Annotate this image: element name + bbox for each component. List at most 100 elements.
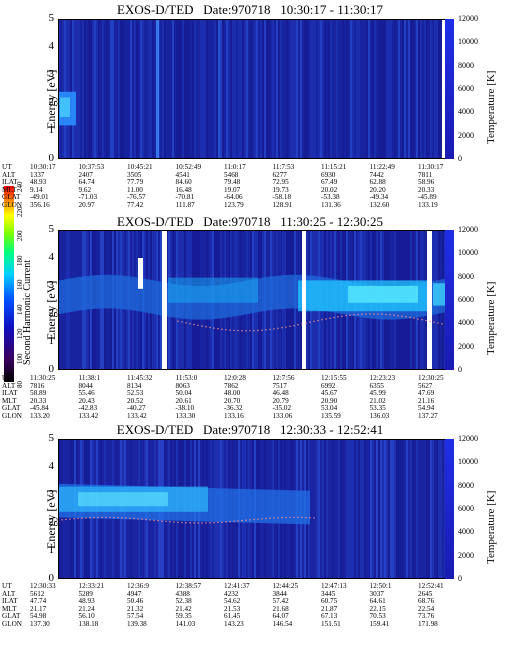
orbit-cell: -40.27 bbox=[127, 404, 146, 413]
spectrogram-3 bbox=[58, 439, 446, 579]
orbit-cell: 11:15:21 bbox=[321, 163, 347, 171]
orbit-cell: -49.01 bbox=[30, 193, 49, 202]
orbit-cell: 64.61 bbox=[369, 597, 386, 606]
orbit-cell: 12:33:21 bbox=[78, 582, 105, 590]
orbit-cell: 77.42 bbox=[127, 200, 144, 209]
orbit-cell: 20.70 bbox=[224, 396, 241, 405]
orbit-cell: 12:38:57 bbox=[175, 582, 202, 590]
orbit-cell: 4388 bbox=[175, 589, 190, 598]
orbit-cell: 22.54 bbox=[418, 604, 435, 613]
orbit-cell: 7442 bbox=[369, 170, 384, 179]
orbit-row-label: GLAT bbox=[2, 193, 21, 202]
orbit-cell: 58.96 bbox=[418, 178, 435, 187]
orbit-cell: 3445 bbox=[321, 589, 336, 598]
orbit-cell: 6277 bbox=[272, 170, 287, 179]
orbit-cell: 16.48 bbox=[175, 185, 192, 194]
orbit-cell: 10:45:21 bbox=[127, 163, 153, 171]
panel-3-title: EXOS-D/TED Date:970718 12:30:33 - 12:52:… bbox=[116, 422, 384, 437]
orbit-cell: 139.38 bbox=[127, 619, 147, 628]
orbit-row-label: MLT bbox=[2, 185, 17, 194]
orbit-cell: 48.93 bbox=[30, 178, 47, 187]
orbit-cell: 50.04 bbox=[175, 389, 192, 398]
temperature-tick-label: 8000 bbox=[458, 60, 474, 70]
orbit-cell: 3844 bbox=[272, 589, 287, 598]
y-axis-label: Energy [eV] bbox=[44, 69, 58, 129]
panel-1-title: EXOS-D/TED Date:970718 10:30:17 - 11:30:… bbox=[117, 2, 383, 17]
orbit-cell: 70.53 bbox=[369, 612, 386, 621]
orbit-cell: 159.41 bbox=[369, 619, 390, 628]
y-tick-label: 5 bbox=[48, 432, 55, 444]
orbit-cell: 47.69 bbox=[418, 389, 435, 398]
orbit-cell: 19.07 bbox=[224, 185, 241, 194]
orbit-cell: 11:0:17 bbox=[224, 163, 246, 171]
orbit-cell: 58.89 bbox=[30, 389, 47, 398]
orbit-cell: 21.02 bbox=[369, 396, 386, 405]
y-tick-label: 4 bbox=[48, 460, 55, 472]
energy-band-core bbox=[78, 492, 168, 507]
orbit-cell: 56.10 bbox=[78, 612, 95, 621]
orbit-cell: 21.42 bbox=[175, 604, 192, 613]
orbit-cell: 8134 bbox=[127, 381, 142, 390]
y-tick-label: 0 bbox=[48, 363, 55, 375]
orbit-cell: 10:37:53 bbox=[78, 163, 105, 171]
orbit-cell: 7816 bbox=[30, 381, 45, 390]
orbit-cell: 84.60 bbox=[175, 178, 192, 187]
temperature-tick-label: 8000 bbox=[458, 271, 474, 281]
orbit-cell: 12:41:37 bbox=[224, 582, 250, 590]
orbit-row-alt: ALT 5612 5289 4947 4388 4232 3844 3445 3037 2645 bbox=[2, 589, 492, 599]
orbit-cell: 7517 bbox=[272, 381, 287, 390]
orbit-cell: 61.45 bbox=[224, 612, 241, 621]
orbit-cell: 132.60 bbox=[369, 200, 390, 209]
orbit-parameters-table: UT 10:30:17 10:37:53 10:45:21 10:52:49 11:0:1… bbox=[2, 163, 492, 210]
orbit-row-ilat: ILAT 48.93 64.74 77.79 84.60 79.48 72.95 67.49 6… bbox=[2, 179, 492, 187]
orbit-cell: 48.00 bbox=[224, 389, 241, 398]
orbit-cell: 7862 bbox=[224, 381, 239, 390]
y-tick-label: 1 bbox=[48, 544, 55, 556]
orbit-cell: 2407 bbox=[78, 170, 93, 179]
orbit-cell: 21.87 bbox=[321, 604, 338, 613]
y-tick-label: 4 bbox=[48, 251, 55, 263]
y-tick-label: 3 bbox=[48, 68, 55, 80]
orbit-cell: 64.74 bbox=[78, 178, 95, 187]
orbit-cell: 11:45:32 bbox=[127, 374, 153, 382]
spectrogram-1 bbox=[58, 19, 446, 159]
orbit-cell: 50.46 bbox=[127, 597, 144, 606]
temperature-colorbar bbox=[445, 230, 454, 370]
orbit-row-label: MLT bbox=[2, 396, 17, 405]
y-tick-label: 5 bbox=[48, 12, 55, 24]
harmonic-colorbar bbox=[4, 186, 14, 382]
orbit-cell: 73.76 bbox=[418, 612, 435, 621]
orbit-cell: 67.13 bbox=[321, 612, 338, 621]
temperature-tick-label: 10000 bbox=[458, 457, 478, 467]
orbit-cell: 5627 bbox=[418, 381, 433, 390]
orbit-cell: 22.15 bbox=[369, 604, 386, 613]
orbit-cell: 5468 bbox=[224, 170, 239, 179]
orbit-cell: 11:22:49 bbox=[369, 163, 395, 171]
orbit-cell: 20.79 bbox=[272, 396, 289, 405]
orbit-cell: 57.42 bbox=[272, 597, 289, 606]
vertical-stripe bbox=[156, 19, 159, 159]
orbit-cell: 133.20 bbox=[30, 411, 50, 420]
orbit-row-mlt: MLT 21.17 21.24 21.32 21.42 21.53 21.68 21.87 22… bbox=[2, 604, 492, 614]
orbit-cell: 20.97 bbox=[78, 200, 95, 209]
orbit-cell: 20.33 bbox=[418, 185, 435, 194]
orbit-row-label: ILAT bbox=[2, 178, 18, 187]
orbit-row-label: ILAT bbox=[2, 389, 18, 398]
energy-band-core bbox=[348, 286, 418, 303]
data-gap bbox=[138, 258, 143, 289]
y-axis-label: Energy [eV] bbox=[44, 489, 58, 549]
orbit-row-glon: GLON 133.20 133.42 133.42 133.30 133.16 133.06… bbox=[2, 411, 492, 421]
orbit-row-label: ALT bbox=[2, 170, 16, 179]
orbit-cell: 4232 bbox=[224, 589, 239, 598]
orbit-cell: 12:23:23 bbox=[369, 374, 396, 382]
orbit-cell: 143.23 bbox=[224, 619, 244, 628]
data-gap bbox=[442, 19, 446, 159]
orbit-row-label: UT bbox=[2, 582, 12, 590]
orbit-cell: 12:52:41 bbox=[418, 582, 444, 590]
orbit-cell: 138.18 bbox=[78, 619, 99, 628]
orbit-row-ilat: ILAT 58.89 55.46 52.53 50.04 48.00 46.48 45.67 4… bbox=[2, 390, 492, 398]
orbit-cell: 21.53 bbox=[224, 604, 241, 613]
orbit-cell: 133.19 bbox=[418, 200, 438, 209]
y-tick-label: 0 bbox=[48, 572, 55, 584]
orbit-row-glat: GLAT -45.84 -42.83 -40.27 -38.10 -36.32 -35.02… bbox=[2, 405, 492, 413]
